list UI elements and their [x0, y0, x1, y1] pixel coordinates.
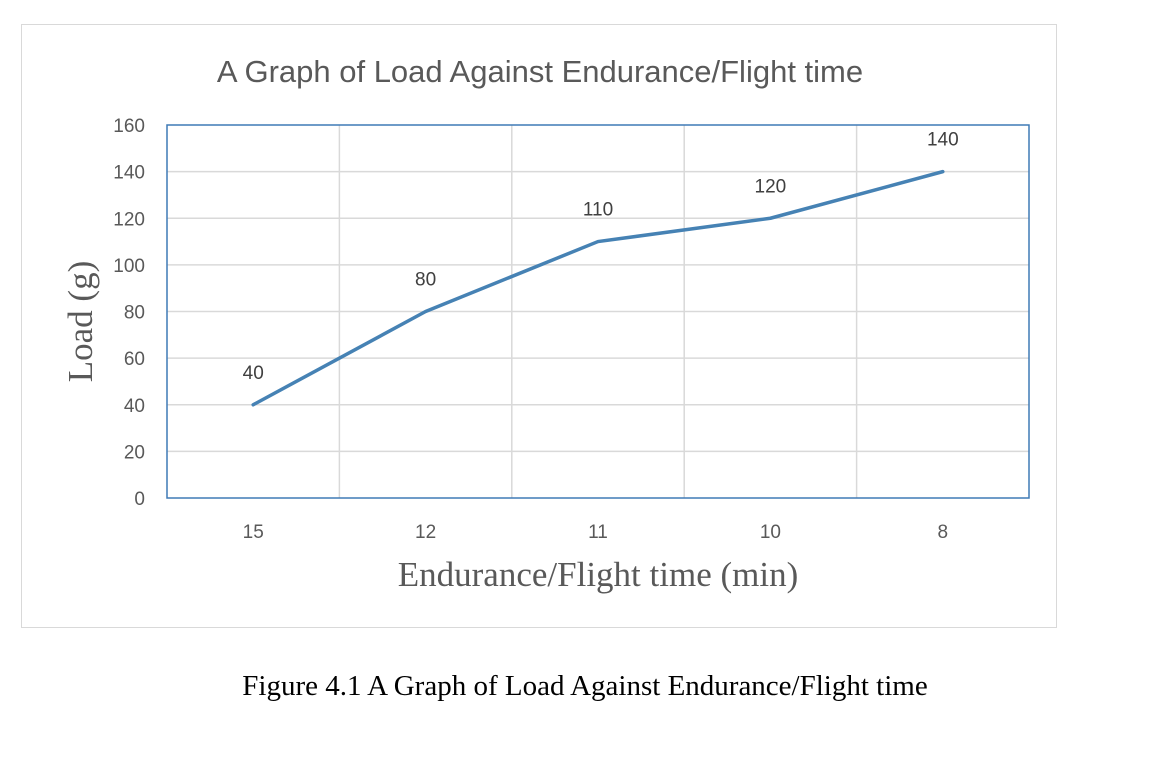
data-point [424, 310, 428, 313]
y-tick-label: 120 [113, 209, 145, 230]
x-tick-label: 8 [938, 522, 949, 543]
chart-frame: A Graph of Load Against Endurance/Flight… [21, 24, 1057, 628]
data-label: 140 [927, 130, 959, 151]
data-label: 40 [243, 363, 264, 384]
y-axis-ticks: 0 20 40 60 80 100 120 140 160 [113, 116, 145, 510]
data-point [941, 170, 945, 174]
x-axis-ticks: 15 12 11 10 8 [243, 522, 948, 543]
gridlines [167, 125, 1029, 498]
y-tick-label: 80 [124, 303, 145, 324]
y-tick-label: 40 [124, 396, 145, 417]
data-point [596, 240, 600, 244]
y-tick-label: 140 [113, 163, 145, 184]
y-tick-label: 160 [113, 116, 145, 137]
x-tick-label: 15 [243, 522, 264, 543]
y-axis-title: Load (g) [61, 261, 100, 382]
plot-area-border [166, 124, 1030, 499]
y-tick-label: 100 [113, 256, 145, 277]
chart: A Graph of Load Against Endurance/Flight… [61, 54, 1030, 594]
data-label: 80 [415, 270, 436, 291]
figure-caption: Figure 4.1 A Graph of Load Against Endur… [242, 670, 928, 702]
x-axis-title: Endurance/Flight time (min) [398, 555, 798, 594]
data-point [251, 403, 255, 407]
data-label: 110 [583, 200, 613, 221]
series-layer [251, 169, 945, 407]
x-tick-label: 12 [415, 522, 436, 543]
data-labels: 40 80 110 120 140 [243, 130, 959, 384]
y-tick-label: 0 [134, 489, 145, 510]
data-label: 120 [755, 176, 787, 197]
chart-title: A Graph of Load Against Endurance/Flight… [217, 54, 863, 89]
y-tick-label: 60 [124, 349, 145, 370]
x-tick-label: 10 [760, 522, 781, 543]
x-tick-label: 11 [588, 522, 608, 543]
data-point [768, 216, 772, 220]
y-tick-label: 20 [124, 442, 145, 463]
